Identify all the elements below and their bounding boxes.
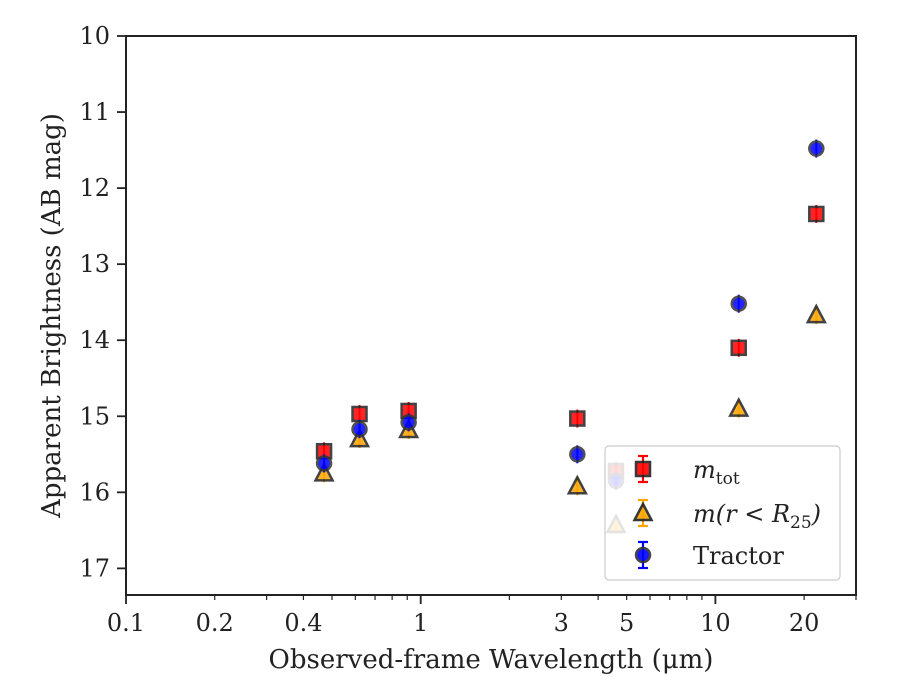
x-tick-label: 5: [619, 609, 634, 637]
legend-marker: [634, 460, 652, 478]
data-point: [728, 397, 750, 417]
x-tick-label: 20: [789, 609, 820, 637]
data-point: [566, 474, 588, 495]
legend-label: Tractor: [693, 542, 784, 570]
y-tick-label: 16: [79, 478, 110, 506]
plot-frame: [125, 35, 857, 596]
data-point: [315, 455, 333, 472]
series-tractor: [315, 139, 825, 490]
x-tick-label: 0.1: [107, 609, 145, 637]
data-point: [805, 303, 827, 324]
y-tick-label: 12: [79, 174, 110, 202]
legend-label: m(r < R25): [693, 500, 821, 533]
data-point: [569, 410, 586, 427]
y-axis-label: Apparent Brightness (AB mag): [37, 113, 67, 519]
x-tick-label: 0.4: [284, 609, 322, 637]
data-marks: [313, 139, 827, 535]
x-axis: 0.1 0.2 0.4 1 3 5 10 20: [107, 595, 857, 637]
x-tick-label: 10: [700, 609, 731, 637]
data-point: [351, 405, 368, 423]
data-point: [730, 295, 747, 312]
y-tick-label: 14: [79, 326, 110, 354]
data-point: [351, 420, 368, 438]
data-point: [808, 205, 825, 223]
data-point: [808, 140, 825, 157]
legend-label: mtot: [693, 456, 740, 489]
y-tick-label: 15: [79, 402, 110, 430]
legend-box: [604, 445, 841, 581]
data-point: [569, 446, 586, 463]
data-point: [730, 339, 747, 357]
y-tick-label: 10: [79, 22, 110, 50]
y-axis: 10 11 12 13 14 15 16 17: [79, 22, 126, 582]
x-axis-label: Observed-frame Wavelength (μm): [269, 645, 714, 675]
y-tick-label: 17: [79, 554, 110, 582]
series-m-tot: [315, 204, 825, 481]
y-tick-label: 13: [79, 250, 110, 278]
y-tick-label: 11: [79, 98, 110, 126]
legend: mtot m(r < R25) Tractor: [604, 445, 841, 581]
x-tick-label: 0.2: [196, 609, 234, 637]
x-tick-label: 1: [413, 609, 428, 637]
legend-marker: [634, 546, 652, 564]
legend-marker: [632, 501, 654, 522]
x-tick-label: 3: [554, 609, 569, 637]
data-point: [400, 414, 417, 431]
